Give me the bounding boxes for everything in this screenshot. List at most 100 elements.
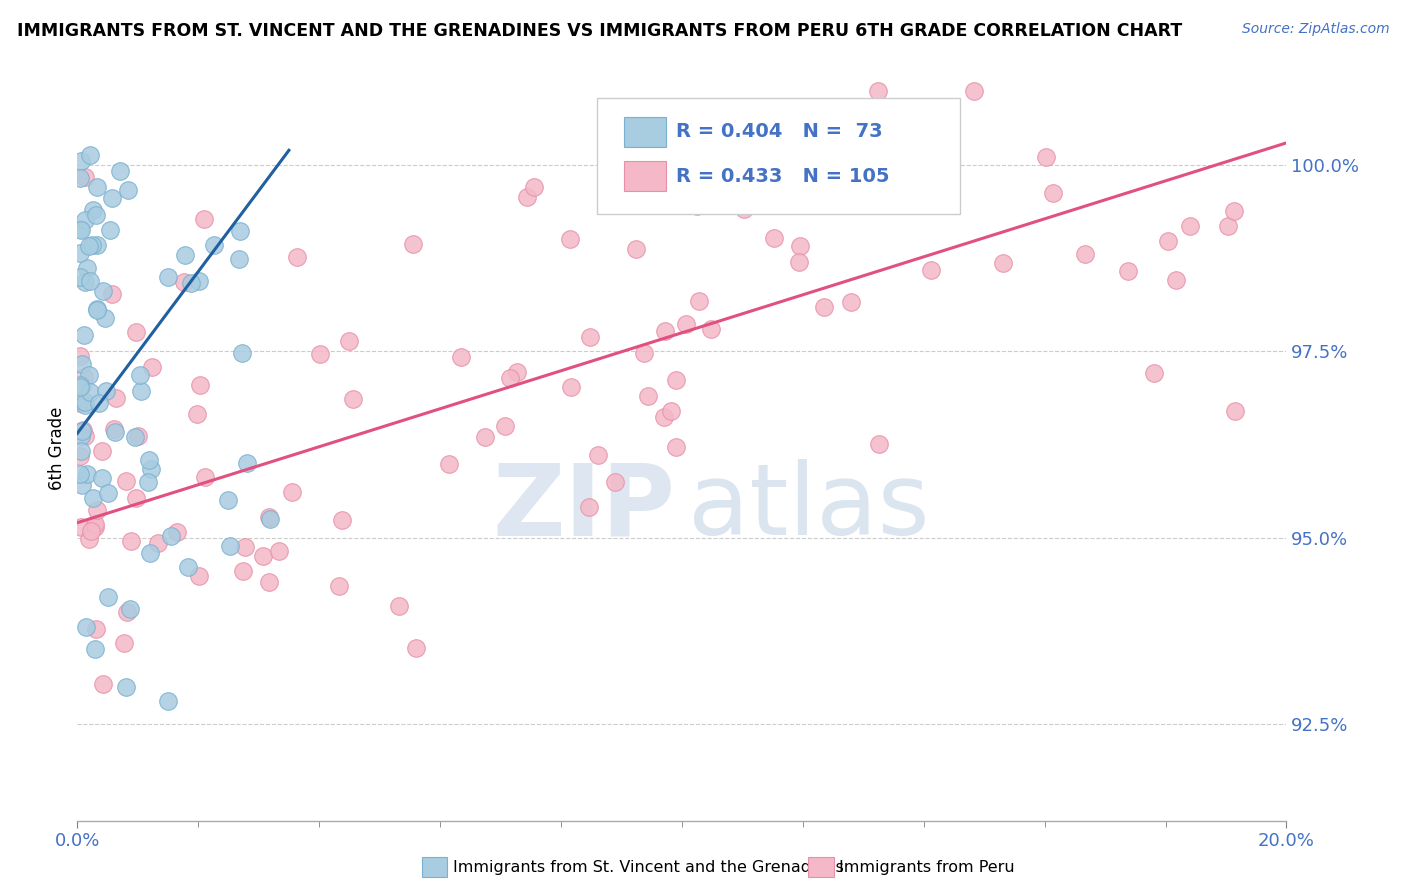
Point <box>73 395 96 409</box>
Point <box>104 425 127 439</box>
Point <box>187 274 209 288</box>
Point <box>637 389 659 403</box>
Point <box>157 694 180 708</box>
Point <box>252 549 274 563</box>
Text: Immigrants from St. Vincent and the Grenadines: Immigrants from St. Vincent and the Gren… <box>453 860 844 874</box>
Point <box>405 640 427 655</box>
Point <box>103 422 125 436</box>
Point <box>129 368 152 382</box>
Point <box>505 365 527 379</box>
Point <box>98 223 121 237</box>
Point <box>70 428 93 442</box>
Point <box>86 503 108 517</box>
Point <box>75 620 97 634</box>
Point <box>82 491 104 506</box>
Point <box>80 238 103 252</box>
Point <box>120 534 142 549</box>
Point <box>328 579 350 593</box>
Point <box>686 199 709 213</box>
Point <box>257 574 280 589</box>
Point <box>148 535 170 549</box>
Point <box>219 539 242 553</box>
Point <box>139 545 162 559</box>
Point <box>1223 204 1246 219</box>
Point <box>124 430 146 444</box>
Y-axis label: 6th Grade: 6th Grade <box>48 407 66 490</box>
Point <box>186 407 208 421</box>
Point <box>866 84 889 98</box>
Point <box>124 325 146 339</box>
Point <box>70 223 93 237</box>
Point <box>578 500 600 514</box>
Point <box>73 212 96 227</box>
Point <box>388 599 411 613</box>
Point <box>868 436 890 450</box>
Point <box>963 84 986 98</box>
Point <box>665 373 688 387</box>
Point <box>280 485 302 500</box>
Point <box>675 317 697 331</box>
Point <box>1042 186 1064 201</box>
Point <box>83 520 105 534</box>
Point <box>633 346 655 360</box>
Point <box>112 636 135 650</box>
Point <box>69 270 91 285</box>
Bar <box>624 161 666 191</box>
Point <box>1035 150 1057 164</box>
Point <box>624 243 647 257</box>
Point <box>76 261 98 276</box>
Point <box>69 444 91 458</box>
Point <box>1074 247 1097 261</box>
Point <box>193 212 215 227</box>
Point <box>89 396 111 410</box>
Point <box>839 295 862 310</box>
Point <box>86 303 108 318</box>
Point <box>72 423 94 437</box>
Point <box>86 238 108 252</box>
Point <box>101 191 124 205</box>
Point <box>73 170 96 185</box>
Point <box>136 475 159 489</box>
Point <box>104 392 127 406</box>
Point <box>233 540 256 554</box>
Point <box>665 440 688 454</box>
Point <box>94 311 117 326</box>
Point <box>129 384 152 399</box>
Point <box>1216 219 1239 233</box>
FancyBboxPatch shape <box>598 98 960 213</box>
Point <box>79 148 101 162</box>
Point <box>259 512 281 526</box>
Point <box>232 564 254 578</box>
Point <box>700 321 723 335</box>
Point <box>235 456 257 470</box>
Point <box>97 486 120 500</box>
Text: ZIP: ZIP <box>494 459 676 557</box>
Point <box>70 379 93 393</box>
Point <box>86 301 108 316</box>
Point <box>73 428 96 442</box>
Point <box>733 202 755 216</box>
Text: R = 0.404   N =  73: R = 0.404 N = 73 <box>676 122 883 141</box>
Point <box>96 591 118 605</box>
Point <box>73 370 96 384</box>
Point <box>1157 234 1180 248</box>
Text: IMMIGRANTS FROM ST. VINCENT AND THE GRENADINES VS IMMIGRANTS FROM PERU 6TH GRADE: IMMIGRANTS FROM ST. VINCENT AND THE GREN… <box>17 22 1182 40</box>
Point <box>402 237 425 252</box>
Point <box>127 428 149 442</box>
Point <box>117 183 139 197</box>
Point <box>69 246 91 260</box>
Point <box>450 351 472 365</box>
Point <box>69 222 91 236</box>
Point <box>91 677 114 691</box>
Point <box>77 533 100 547</box>
Point <box>69 170 91 185</box>
Point <box>79 274 101 288</box>
Point <box>141 360 163 375</box>
Point <box>612 141 634 155</box>
Point <box>887 183 910 197</box>
Text: R = 0.433   N = 105: R = 0.433 N = 105 <box>676 167 890 186</box>
Point <box>194 470 217 484</box>
Point <box>516 190 538 204</box>
Point <box>100 287 122 301</box>
Point <box>1223 403 1246 417</box>
